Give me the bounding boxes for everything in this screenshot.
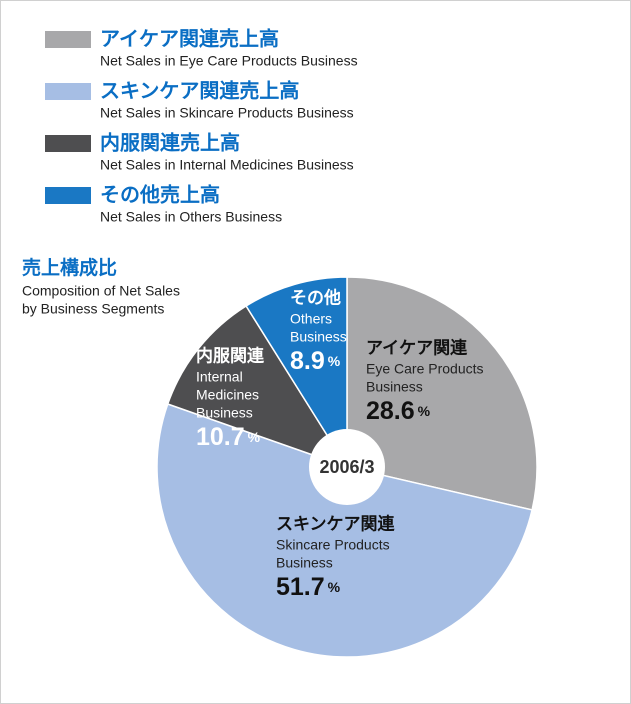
slice-description: Business [366,379,423,395]
value-unit: % [418,403,431,419]
legend-swatch [45,31,91,48]
legend-label: 内服関連売上高 [100,130,240,154]
legend-swatch [45,135,91,152]
slice-value: 51.7% [276,573,341,601]
chart-title: 売上構成比 [22,256,117,279]
slice-description: Medicines [196,387,259,403]
slice-description: Business [276,555,333,571]
slice-label: スキンケア関連 [276,513,395,533]
value-number: 51.7 [276,573,325,601]
chart-subtitle: Composition of Net Sales [22,283,180,299]
slice-description: Eye Care Products [366,361,484,377]
slice-label: 内服関連 [196,345,265,365]
slice-value: 28.6% [366,397,431,425]
legend-description: Net Sales in Eye Care Products Business [100,53,358,69]
center-hole [309,429,385,505]
value-unit: % [248,429,261,445]
value-number: 8.9 [290,347,325,375]
slice-label: その他 [290,287,341,307]
legend-label: アイケア関連売上高 [100,26,279,50]
value-number: 10.7 [196,423,245,451]
slice-value: 10.7% [196,423,261,451]
pie-slice [166,304,349,469]
legend-swatch [45,83,91,100]
legend-description: Net Sales in Others Business [100,209,282,225]
value-unit: % [328,353,341,369]
value-unit: % [328,579,341,595]
value-number: 28.6 [366,397,415,425]
slice-description: Business [290,329,347,345]
slice-description: Skincare Products [276,537,390,553]
legend-description: Net Sales in Skincare Products Business [100,105,354,121]
chart-subtitle: by Business Segments [22,301,164,317]
slice-description: Internal [196,369,243,385]
slice-description: Others [290,311,332,327]
slice-value: 8.9% [290,347,341,375]
pie-slice [346,276,538,511]
center-label: 2006/3 [319,457,374,477]
legend-label: その他売上高 [100,182,220,206]
legend-swatch [45,187,91,204]
pie-slice [156,403,533,658]
legend-label: スキンケア関連売上高 [100,78,299,102]
pie-slice [245,276,348,470]
slice-description: Business [196,405,253,421]
slice-label: アイケア関連 [366,337,468,357]
legend-description: Net Sales in Internal Medicines Business [100,157,354,173]
